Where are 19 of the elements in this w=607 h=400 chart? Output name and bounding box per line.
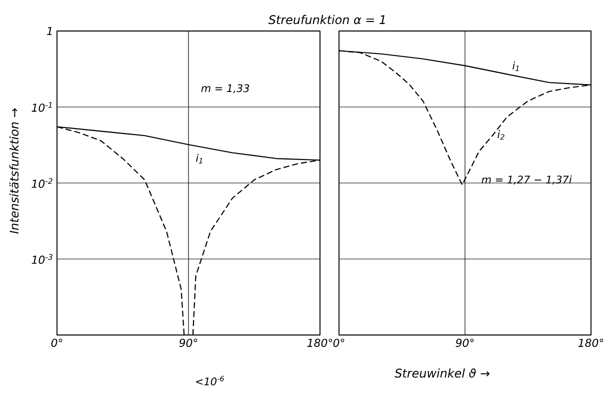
x-tick-label: 90° (179, 338, 198, 347)
chart-title: Streufunktion α = 1 (268, 14, 385, 24)
annotation: m = 1,27 − 1,37i (482, 175, 572, 185)
y-axis-title: Intensitätsfunktion → (9, 108, 19, 234)
series-label: i$_{1}$ (512, 61, 519, 72)
x-tick-label: 0° (51, 338, 62, 347)
text: <10$^{-6}$ (196, 376, 224, 386)
x-axis-title: Streuwinkel ϑ → (394, 368, 490, 378)
x-tick-label: 180° (578, 338, 604, 347)
x-tick-label: 180° (307, 338, 332, 347)
series-label: i$_{2}$ (498, 130, 504, 140)
annotation: m = 1,33 (201, 84, 250, 94)
x-tick-label: 90° (456, 338, 474, 347)
y-tick-label: 10$^{-2}$ (32, 178, 52, 188)
y-tick-label: 10$^{-3}$ (32, 254, 52, 264)
y-tick-label: 1 (46, 27, 52, 35)
series-label: i$_{1}$ (196, 154, 202, 164)
x-tick-label: 0° (333, 338, 344, 347)
y-tick-label: 10$^{-1}$ (32, 102, 52, 112)
